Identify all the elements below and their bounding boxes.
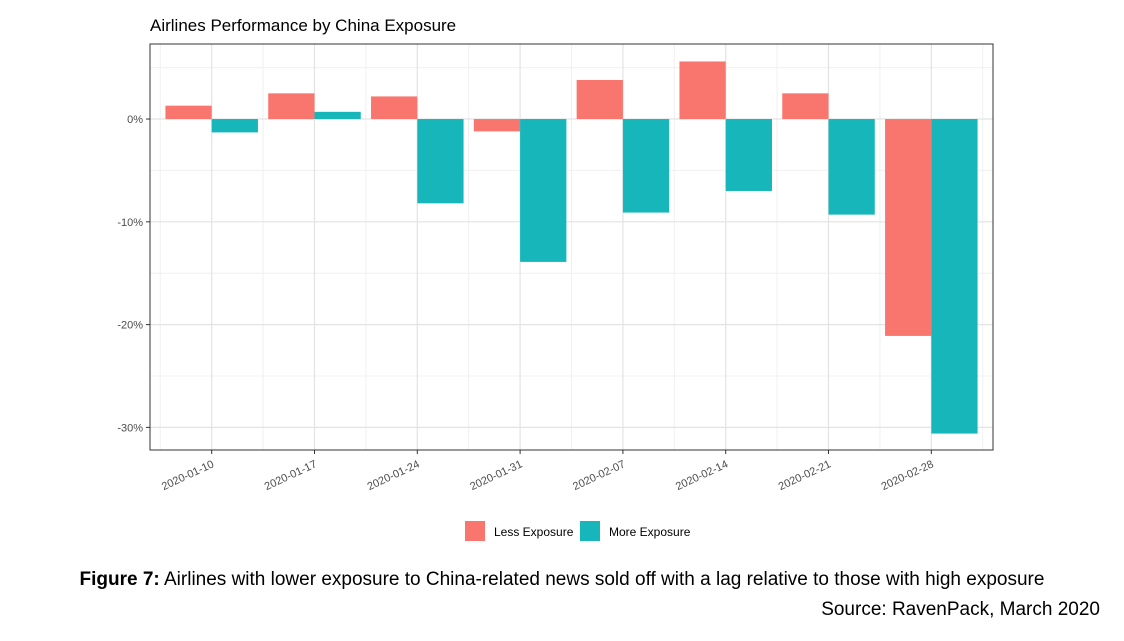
bar-less-exposure (165, 105, 212, 120)
chart-title: Airlines Performance by China Exposure (150, 16, 456, 35)
y-tick-label: -20% (117, 320, 143, 332)
x-tick-label: 2020-02-07 (571, 458, 627, 493)
bar-more-exposure (520, 119, 567, 262)
bar-less-exposure (371, 96, 418, 120)
bars-layer (165, 61, 978, 434)
bar-more-exposure (211, 119, 258, 133)
grid-layer (150, 44, 993, 450)
bar-more-exposure (931, 119, 978, 434)
legend-label-more-exposure: More Exposure (609, 525, 691, 539)
legend-key-less-exposure (465, 521, 485, 541)
bar-more-exposure (725, 119, 772, 191)
x-axis: 2020-01-10 2020-01-17 2020-01-24 2020-01-31… (160, 450, 936, 493)
legend: Less Exposure More Exposure (465, 521, 691, 541)
x-tick-label: 2020-02-21 (777, 458, 833, 493)
bar-more-exposure (828, 119, 875, 215)
x-tick-label: 2020-01-24 (366, 458, 422, 493)
bar-more-exposure (417, 119, 464, 204)
bar-less-exposure (473, 119, 521, 132)
legend-key-more-exposure (580, 521, 600, 541)
y-tick-label: -30% (117, 422, 143, 434)
x-tick-label: 2020-01-17 (263, 458, 319, 493)
chart: Airlines Performance by China Exposure 0… (117, 16, 994, 541)
bar-less-exposure (885, 119, 932, 336)
legend-label-less-exposure: Less Exposure (494, 525, 574, 539)
bar-less-exposure (576, 79, 623, 120)
figure-caption: Figure 7: Airlines with lower exposure t… (0, 569, 1124, 591)
plot-border (149, 43, 994, 451)
bar-less-exposure (679, 61, 726, 120)
x-tick-label: 2020-02-28 (880, 458, 936, 493)
x-tick-label: 2020-02-14 (674, 458, 730, 493)
bar-more-exposure (622, 119, 670, 213)
x-tick-label: 2020-01-10 (160, 458, 216, 493)
source-note: Source: RavenPack, March 2020 (821, 599, 1100, 620)
figure-caption-text: Airlines with lower exposure to China-re… (159, 569, 1045, 590)
y-tick-label: 0% (127, 114, 143, 126)
bar-less-exposure (782, 93, 829, 120)
bar-less-exposure (268, 93, 315, 120)
y-axis: 0% -10% -20% -30% (117, 114, 150, 434)
x-tick-label: 2020-01-31 (468, 458, 524, 493)
figure-label: Figure 7: (79, 569, 160, 590)
y-tick-label: -10% (117, 217, 143, 229)
bar-more-exposure (314, 111, 361, 120)
